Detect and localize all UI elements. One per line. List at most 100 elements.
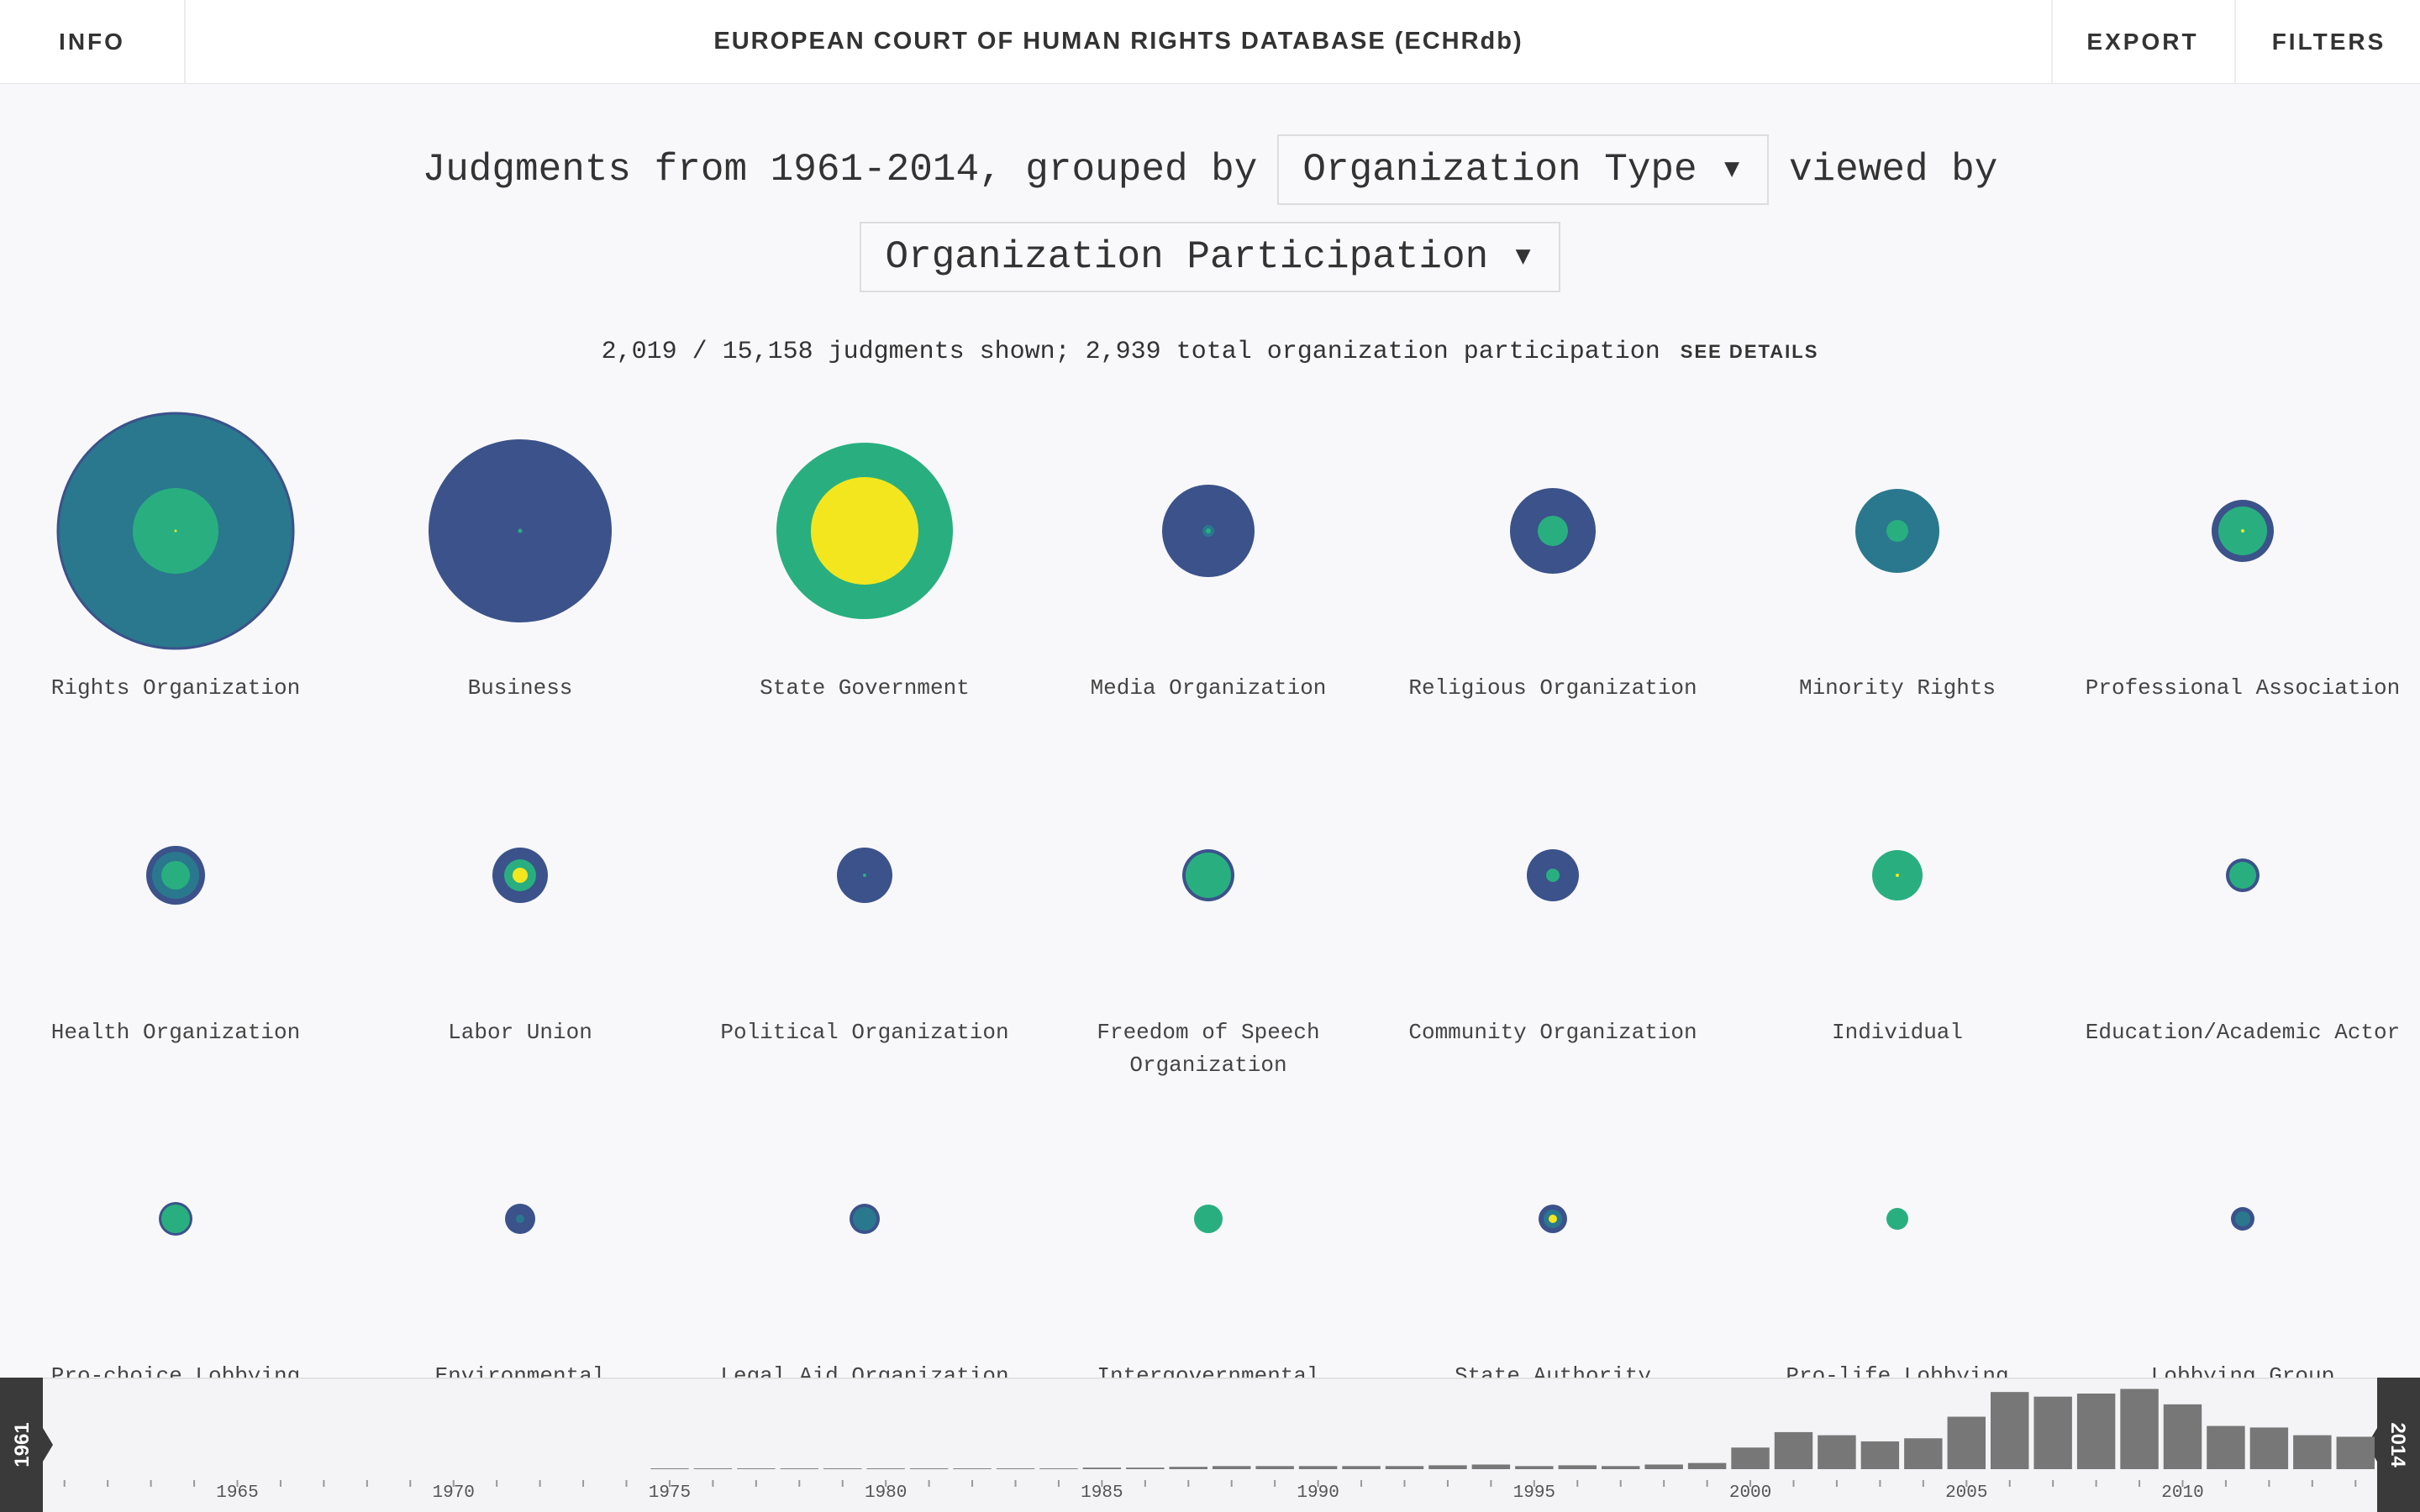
year-bar	[823, 1468, 862, 1469]
bubble-inner	[1186, 853, 1231, 898]
year-bar	[1385, 1466, 1424, 1469]
bubble-inner	[174, 529, 177, 533]
year-bar	[1471, 1464, 1511, 1469]
bubble-inner	[1886, 520, 1908, 542]
year-bar	[1213, 1466, 1251, 1469]
year-label: 1965	[216, 1483, 258, 1503]
group-label[interactable]: Education/Academic Actor	[2085, 1020, 2401, 1045]
year-bar	[650, 1468, 689, 1469]
group-label[interactable]: Freedom of Speech Organization	[1097, 1020, 1320, 1078]
bubble-inner	[2241, 529, 2244, 533]
group-label[interactable]: State Government	[760, 675, 970, 701]
year-bar	[996, 1468, 1035, 1469]
year-bar	[693, 1468, 733, 1469]
bubble-inner	[518, 528, 523, 533]
year-bar	[1947, 1416, 1986, 1469]
group-label[interactable]: Community Organization	[1408, 1020, 1697, 1045]
group-label[interactable]: Individual	[1831, 1020, 1964, 1045]
group-label[interactable]: Labor Union	[448, 1020, 592, 1045]
year-bar	[1298, 1466, 1338, 1469]
year-bar	[1082, 1467, 1122, 1469]
year-bar	[1558, 1465, 1597, 1469]
year-label: 1980	[865, 1483, 907, 1503]
group-label[interactable]: Health Organization	[50, 1020, 301, 1045]
bubble-inner	[1206, 528, 1211, 533]
year-bar	[1255, 1466, 1294, 1469]
year-bar	[2163, 1404, 2202, 1469]
end-year: 2014	[2386, 1422, 2409, 1467]
year-bar	[866, 1468, 905, 1469]
bubble-inner	[2229, 862, 2256, 889]
group-label[interactable]: Political Organization	[720, 1020, 1009, 1045]
app-title: EUROPEAN COURT OF HUMAN RIGHTS DATABASE …	[184, 0, 2053, 83]
bubble-inner	[1549, 1215, 1557, 1223]
year-bar	[909, 1468, 949, 1469]
year-bar	[1342, 1466, 1381, 1469]
bubble-inner	[161, 1205, 190, 1233]
year-bar	[737, 1468, 776, 1469]
export-button[interactable]: EXPORT	[2086, 29, 2199, 55]
year-bar	[1169, 1467, 1207, 1469]
year-label: 2005	[1945, 1483, 1987, 1503]
end-handle[interactable]	[2367, 1378, 2420, 1512]
year-bar	[2293, 1435, 2332, 1469]
group-label[interactable]: Professional Association	[2085, 675, 2401, 701]
summary-text: 2,019 / 15,158 judgments shown; 2,939 to…	[601, 338, 1660, 366]
filters-button[interactable]: FILTERS	[2234, 0, 2420, 83]
bubble-inner	[1896, 874, 1899, 877]
year-bar	[2033, 1396, 2072, 1469]
year-label: 1995	[1513, 1483, 1555, 1503]
query-text: Judgments from 1961-2014, grouped by	[422, 148, 1258, 192]
year-bar	[780, 1468, 818, 1469]
bubble-inner	[516, 1215, 524, 1223]
see-details-link[interactable]: SEE DETAILS	[1680, 341, 1819, 362]
year-bar	[1991, 1392, 2029, 1469]
view-by-dropdown[interactable]: Organization Participation ▾	[860, 222, 1560, 292]
bubble-inner	[811, 477, 918, 585]
year-bar	[1818, 1435, 1856, 1469]
year-bar	[1687, 1462, 1727, 1469]
year-bar	[2249, 1427, 2289, 1469]
year-label: 2010	[2161, 1483, 2203, 1503]
year-bar	[2076, 1393, 2116, 1469]
group-by-dropdown[interactable]: Organization Type ▾	[1277, 134, 1769, 205]
year-bar	[1904, 1438, 1943, 1469]
bubble-inner	[863, 874, 866, 877]
bubble-inner	[161, 861, 190, 890]
year-bar	[1774, 1431, 1813, 1469]
bubble-inner	[1538, 516, 1568, 546]
query-text: viewed by	[1788, 148, 1998, 192]
group-label[interactable]: Religious Organization	[1408, 675, 1697, 701]
year-bar	[2207, 1425, 2245, 1469]
year-label: 1990	[1297, 1483, 1339, 1503]
year-bar	[1731, 1447, 1770, 1469]
year-bar	[1039, 1468, 1078, 1469]
year-bar	[2336, 1436, 2375, 1469]
start-year: 1961	[11, 1422, 34, 1467]
query-line: Organization Participation ▾	[0, 222, 2420, 292]
start-handle[interactable]	[0, 1378, 53, 1512]
year-bar	[1644, 1464, 1683, 1469]
year-bar	[1515, 1466, 1554, 1469]
group-label[interactable]: Business	[467, 675, 573, 701]
year-bar	[953, 1468, 992, 1469]
year-bar	[2120, 1389, 2159, 1469]
bubble	[1194, 1205, 1223, 1233]
timeline: 1961 2014 1965 1970 1975 1980 1985 1990 1995 20…	[0, 1378, 2420, 1512]
year-bar	[1126, 1467, 1165, 1469]
bubble-inner	[853, 1207, 876, 1231]
bubble	[1886, 1208, 1908, 1230]
year-label: 1985	[1081, 1483, 1123, 1503]
group-label[interactable]: Rights Organization	[50, 675, 301, 701]
year-bar	[1602, 1466, 1640, 1469]
bubble-inner	[2235, 1211, 2250, 1226]
info-button[interactable]: INFO	[59, 29, 125, 55]
group-label[interactable]: Media Organization	[1090, 675, 1327, 701]
year-bar	[1860, 1441, 1900, 1469]
bubble-inner	[1546, 869, 1560, 882]
year-label: 1975	[649, 1483, 691, 1503]
group-label[interactable]: Minority Rights	[1798, 675, 1996, 701]
year-label: 1970	[433, 1483, 475, 1503]
